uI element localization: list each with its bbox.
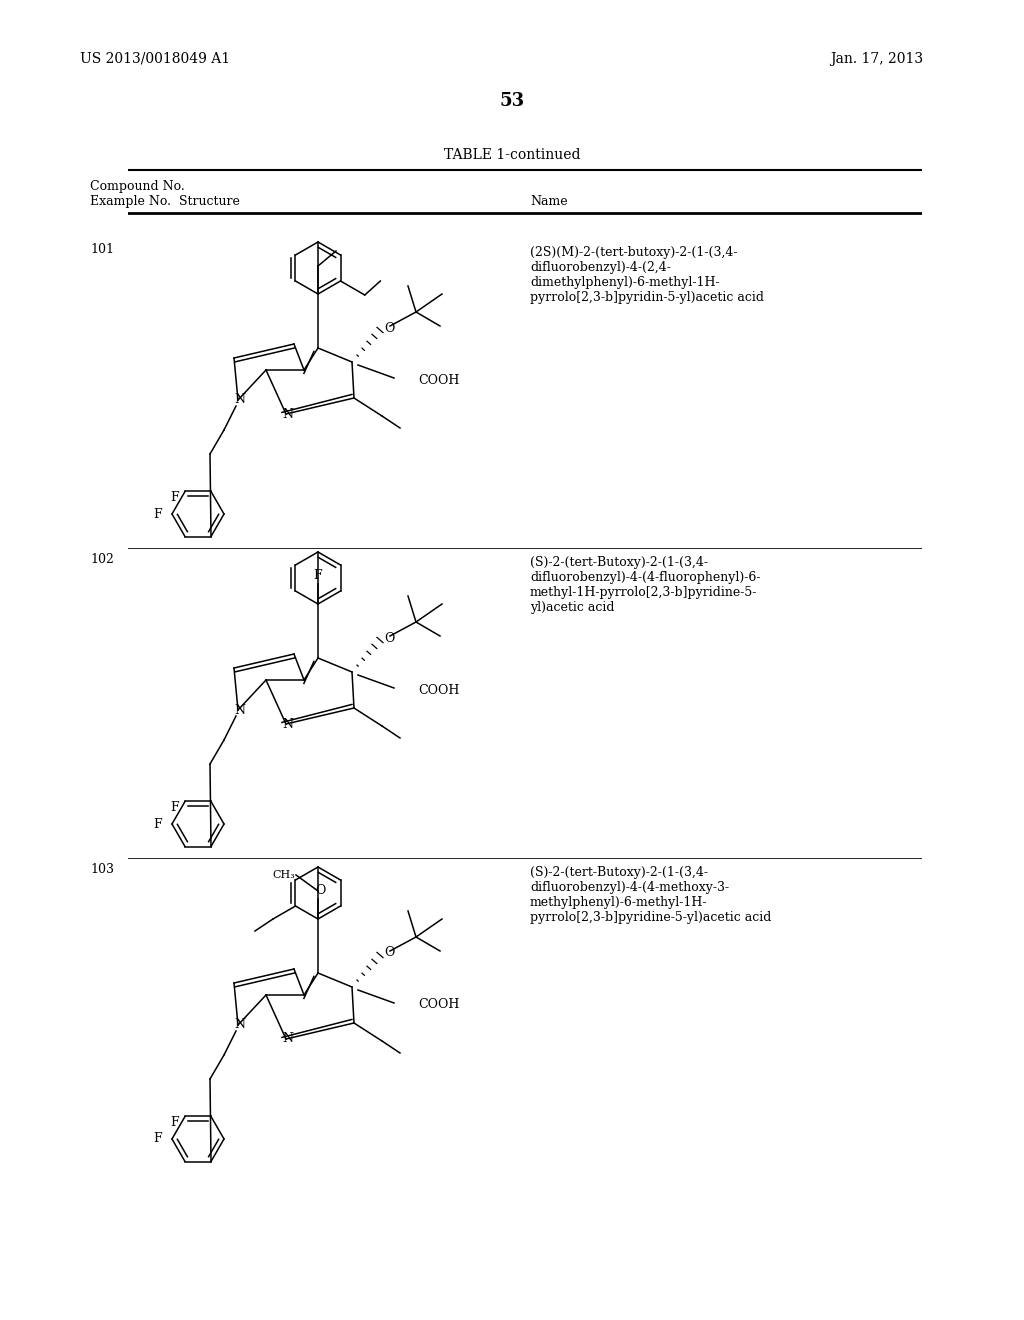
Text: (S)-2-(tert-Butoxy)-2-(1-(3,4-: (S)-2-(tert-Butoxy)-2-(1-(3,4- [530, 556, 708, 569]
Text: pyrrolo[2,3-b]pyridin-5-yl)acetic acid: pyrrolo[2,3-b]pyridin-5-yl)acetic acid [530, 290, 764, 304]
Text: yl)acetic acid: yl)acetic acid [530, 601, 614, 614]
Text: O: O [384, 946, 394, 960]
Text: difluorobenzyl)-4-(4-fluorophenyl)-6-: difluorobenzyl)-4-(4-fluorophenyl)-6- [530, 572, 761, 583]
Text: Jan. 17, 2013: Jan. 17, 2013 [830, 51, 923, 66]
Text: methylphenyl)-6-methyl-1H-: methylphenyl)-6-methyl-1H- [530, 896, 708, 909]
Text: CH₃: CH₃ [272, 870, 295, 880]
Text: O: O [384, 322, 394, 334]
Text: methyl-1H-pyrrolo[2,3-b]pyridine-5-: methyl-1H-pyrrolo[2,3-b]pyridine-5- [530, 586, 758, 599]
Text: difluorobenzyl)-4-(2,4-: difluorobenzyl)-4-(2,4- [530, 261, 671, 275]
Text: 101: 101 [90, 243, 114, 256]
Text: pyrrolo[2,3-b]pyridine-5-yl)acetic acid: pyrrolo[2,3-b]pyridine-5-yl)acetic acid [530, 911, 771, 924]
Text: Compound No.: Compound No. [90, 180, 184, 193]
Text: N: N [283, 1032, 294, 1045]
Text: Example No.  Structure: Example No. Structure [90, 195, 240, 209]
Text: N: N [283, 408, 294, 421]
Text: N: N [234, 704, 246, 717]
Text: 103: 103 [90, 863, 114, 876]
Text: COOH: COOH [418, 684, 460, 697]
Text: N: N [234, 393, 246, 407]
Text: O: O [314, 884, 326, 898]
Text: (S)-2-(tert-Butoxy)-2-(1-(3,4-: (S)-2-(tert-Butoxy)-2-(1-(3,4- [530, 866, 708, 879]
Text: TABLE 1-continued: TABLE 1-continued [443, 148, 581, 162]
Text: N: N [283, 718, 294, 730]
Text: 102: 102 [90, 553, 114, 566]
Text: dimethylphenyl)-6-methyl-1H-: dimethylphenyl)-6-methyl-1H- [530, 276, 720, 289]
Text: COOH: COOH [418, 998, 460, 1011]
Text: Name: Name [530, 195, 567, 209]
Text: COOH: COOH [418, 374, 460, 387]
Text: F: F [170, 1115, 179, 1129]
Text: F: F [170, 491, 179, 504]
Text: O: O [384, 631, 394, 644]
Text: N: N [234, 1019, 246, 1031]
Text: F: F [154, 817, 162, 830]
Text: US 2013/0018049 A1: US 2013/0018049 A1 [80, 51, 230, 66]
Text: (2S)(M)-2-(tert-butoxy)-2-(1-(3,4-: (2S)(M)-2-(tert-butoxy)-2-(1-(3,4- [530, 246, 737, 259]
Text: F: F [154, 1133, 162, 1146]
Text: F: F [154, 507, 162, 520]
Text: F: F [170, 801, 179, 814]
Text: difluorobenzyl)-4-(4-methoxy-3-: difluorobenzyl)-4-(4-methoxy-3- [530, 880, 729, 894]
Text: F: F [313, 569, 323, 582]
Text: 53: 53 [500, 92, 524, 110]
